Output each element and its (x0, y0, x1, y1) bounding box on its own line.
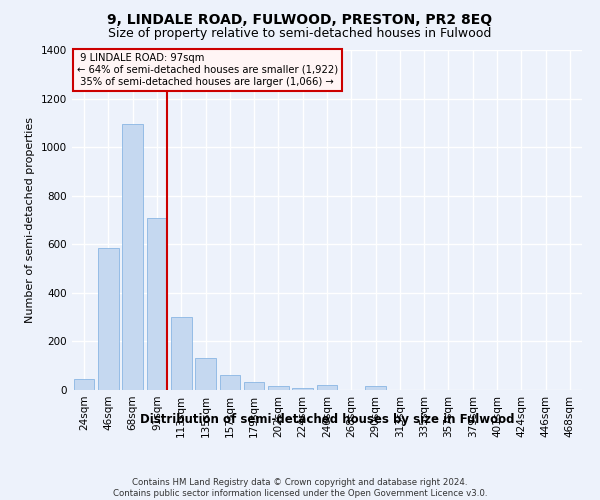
Text: Contains HM Land Registry data © Crown copyright and database right 2024.
Contai: Contains HM Land Registry data © Crown c… (113, 478, 487, 498)
Text: 9, LINDALE ROAD, FULWOOD, PRESTON, PR2 8EQ: 9, LINDALE ROAD, FULWOOD, PRESTON, PR2 8… (107, 12, 493, 26)
Bar (171, 317, 191, 390)
Bar (365, 386, 386, 390)
Text: 9 LINDALE ROAD: 97sqm
← 64% of semi-detached houses are smaller (1,922)
 35% of : 9 LINDALE ROAD: 97sqm ← 64% of semi-deta… (77, 54, 338, 86)
Bar (146, 218, 167, 390)
Bar (122, 124, 143, 390)
Text: Distribution of semi-detached houses by size in Fulwood: Distribution of semi-detached houses by … (140, 412, 514, 426)
Bar (195, 358, 216, 390)
Bar (98, 248, 119, 390)
Bar (74, 379, 94, 390)
Y-axis label: Number of semi-detached properties: Number of semi-detached properties (25, 117, 35, 323)
Bar (244, 382, 265, 390)
Text: Size of property relative to semi-detached houses in Fulwood: Size of property relative to semi-detach… (109, 28, 491, 40)
Bar (292, 388, 313, 390)
Bar (317, 385, 337, 390)
Bar (220, 376, 240, 390)
Bar (268, 386, 289, 390)
